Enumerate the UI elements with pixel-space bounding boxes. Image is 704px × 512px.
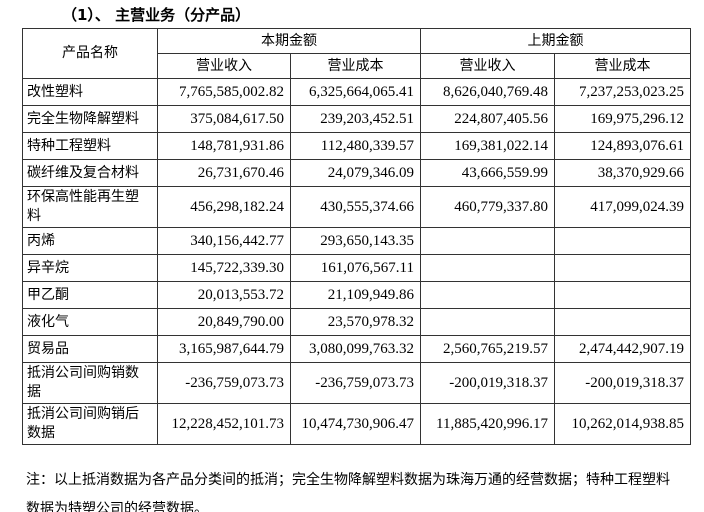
note: 注：以上抵消数据为各产品分类间的抵消；完全生物降解塑料数据为珠海万通的经营数据；… xyxy=(26,472,670,512)
amount-cell: 340,156,442.77 xyxy=(157,227,291,255)
amount-cell: 3,080,099,763.32 xyxy=(290,335,421,363)
amount-cell: 43,666,559.99 xyxy=(420,159,555,187)
amount-cell: 460,779,337.80 xyxy=(420,186,555,228)
amount-cell xyxy=(420,308,555,336)
amount-cell: 10,262,014,938.85 xyxy=(554,403,691,445)
header-cell: 本期金额 xyxy=(157,28,421,54)
table-row: 抵消公司间购销后数据 12,228,452,101.73 10,474,730,90… xyxy=(22,403,691,445)
amount-cell: 148,781,931.86 xyxy=(157,132,291,160)
amount-cell: 38,370,929.66 xyxy=(554,159,691,187)
amount-cell xyxy=(420,254,555,282)
amount-cell: 12,228,452,101.73 xyxy=(157,403,291,445)
amount-cell: 11,885,420,996.17 xyxy=(420,403,555,445)
product-table: 产品名称 本期金额 上期金额 营业收入 营业成本 营业收入 营业成本 改性塑料 7… xyxy=(22,28,691,445)
amount-cell: 23,570,978.32 xyxy=(290,308,421,336)
amount-cell xyxy=(554,227,691,255)
amount-cell: 430,555,374.66 xyxy=(290,186,421,228)
table-row: 丙烯 340,156,442.77 293,650,143.35 xyxy=(22,227,691,255)
product-name: 抵消公司间购销数据 xyxy=(22,362,158,404)
amount-cell: 124,893,076.61 xyxy=(554,132,691,160)
product-name: 碳纤维及复合材料 xyxy=(22,159,158,187)
header-cell: 营业成本 xyxy=(554,53,691,79)
amount-cell: 24,079,346.09 xyxy=(290,159,421,187)
amount-cell: 7,765,585,002.82 xyxy=(157,78,291,106)
table-row: 特种工程塑料 148,781,931.86 112,480,339.57 169,38… xyxy=(22,132,691,160)
header-cell: 营业收入 xyxy=(157,53,291,79)
amount-cell: 6,325,664,065.41 xyxy=(290,78,421,106)
amount-cell: 2,474,442,907.19 xyxy=(554,335,691,363)
amount-cell: 20,849,790.00 xyxy=(157,308,291,336)
product-name: 丙烯 xyxy=(22,227,158,255)
amount-cell: 21,109,949.86 xyxy=(290,281,421,309)
header-cell: 产品名称 xyxy=(22,28,158,79)
amount-cell: 20,013,553.72 xyxy=(157,281,291,309)
table-row: 异辛烷 145,722,339.30 161,076,567.11 xyxy=(22,254,691,282)
amount-cell: 3,165,987,644.79 xyxy=(157,335,291,363)
product-name: 甲乙酮 xyxy=(22,281,158,309)
amount-cell: 161,076,567.11 xyxy=(290,254,421,282)
table-row: 液化气 20,849,790.00 23,570,978.32 xyxy=(22,308,691,336)
amount-cell: 10,474,730,906.47 xyxy=(290,403,421,445)
product-name: 特种工程塑料 xyxy=(22,132,158,160)
amount-cell: -200,019,318.37 xyxy=(554,362,691,404)
amount-cell: 169,975,296.12 xyxy=(554,105,691,133)
amount-cell: 224,807,405.56 xyxy=(420,105,555,133)
amount-cell: 112,480,339.57 xyxy=(290,132,421,160)
amount-cell: 26,731,670.46 xyxy=(157,159,291,187)
table-row: 抵消公司间购销数据 -236,759,073.73 -236,759,073.73-… xyxy=(22,362,691,404)
amount-cell: -236,759,073.73 xyxy=(157,362,291,404)
product-name: 抵消公司间购销后数据 xyxy=(22,403,158,445)
amount-cell: 169,381,022.14 xyxy=(420,132,555,160)
amount-cell xyxy=(420,227,555,255)
amount-cell: 145,722,339.30 xyxy=(157,254,291,282)
header-cell: 营业收入 xyxy=(420,53,555,79)
amount-cell xyxy=(420,281,555,309)
table-row: 贸易品 3,165,987,644.79 3,080,099,763.32 2,560… xyxy=(22,335,691,363)
amount-cell: -200,019,318.37 xyxy=(420,362,555,404)
header-row: 营业收入 营业成本 营业收入 营业成本 xyxy=(23,53,691,79)
table-row: 碳纤维及复合材料 26,731,670.46 24,079,346.09 43,666… xyxy=(22,159,691,187)
header-cell: 营业成本 xyxy=(290,53,421,79)
heading: （1）、 主营业务（分产品） xyxy=(62,6,251,24)
product-name: 贸易品 xyxy=(22,335,158,363)
amount-cell: 417,099,024.39 xyxy=(554,186,691,228)
amount-cell: 293,650,143.35 xyxy=(290,227,421,255)
amount-cell: 239,203,452.51 xyxy=(290,105,421,133)
product-name: 完全生物降解塑料 xyxy=(22,105,158,133)
table-row: 甲乙酮 20,013,553.72 21,109,949.86 xyxy=(22,281,691,309)
table-row: 环保高性能再生塑料 456,298,182.24 430,555,374.66 460… xyxy=(22,186,691,228)
amount-cell xyxy=(554,281,691,309)
amount-cell: 2,560,765,219.57 xyxy=(420,335,555,363)
product-name: 异辛烷 xyxy=(22,254,158,282)
table-row: 完全生物降解塑料 375,084,617.50 239,203,452.51 224,… xyxy=(22,105,691,133)
product-name: 液化气 xyxy=(22,308,158,336)
amount-cell: 7,237,253,023.25 xyxy=(554,78,691,106)
header-row: 产品名称 本期金额 上期金额 xyxy=(22,28,691,79)
table-body: 产品名称 本期金额 上期金额 营业收入 营业成本 营业收入 营业成本 改性塑料 7… xyxy=(22,28,691,445)
amount-cell xyxy=(554,254,691,282)
header-cell: 上期金额 xyxy=(420,28,691,54)
amount-cell: 8,626,040,769.48 xyxy=(420,78,555,106)
amount-cell: 375,084,617.50 xyxy=(157,105,291,133)
table-row: 改性塑料 7,765,585,002.82 6,325,664,065.41 8,62… xyxy=(22,78,691,106)
amount-cell: -236,759,073.73 xyxy=(290,362,421,404)
product-name: 环保高性能再生塑料 xyxy=(22,186,158,228)
amount-cell: 456,298,182.24 xyxy=(157,186,291,228)
amount-cell xyxy=(554,308,691,336)
product-name: 改性塑料 xyxy=(22,78,158,106)
